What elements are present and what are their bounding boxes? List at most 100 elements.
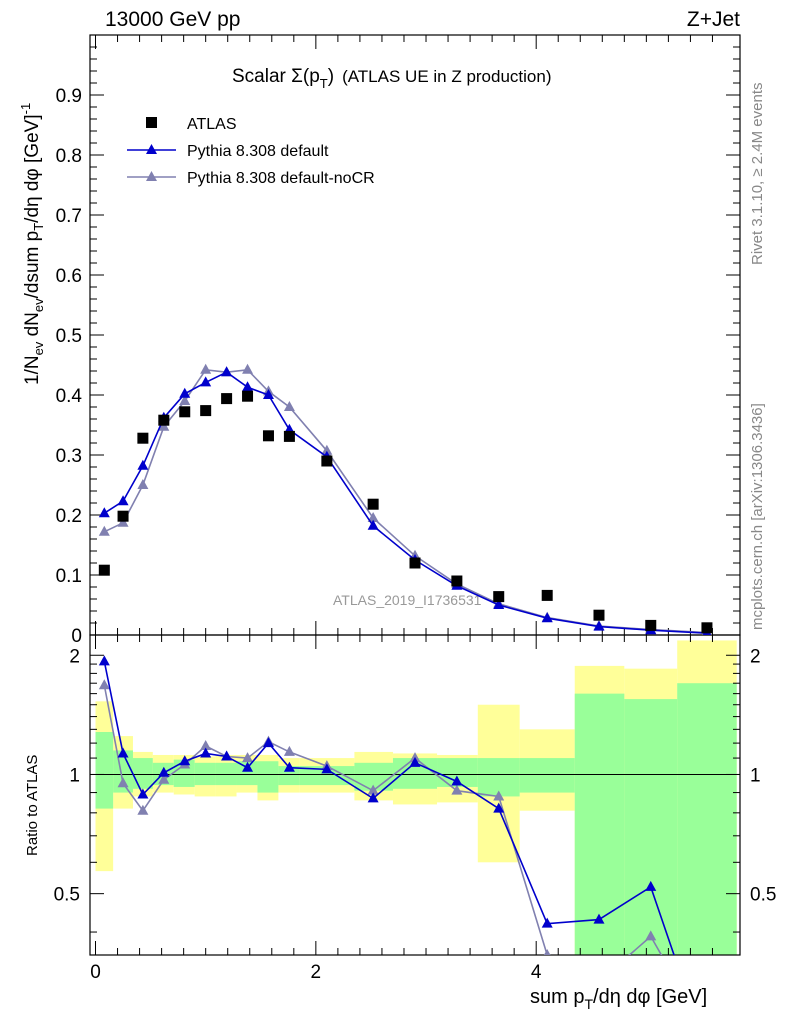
- main-point-default: [117, 495, 129, 506]
- main-y-tick-label: 0.2: [56, 506, 82, 527]
- chart-title-sub: T: [320, 76, 328, 91]
- ratio-point-default: [283, 761, 295, 772]
- ratio-point-nocr: [451, 784, 463, 795]
- ratio-point-nocr: [98, 679, 110, 690]
- ratio-point-default: [593, 913, 605, 924]
- ratio-point-default: [200, 747, 212, 758]
- main-y-tick-label: 0.5: [56, 326, 82, 347]
- ylabel-sup: -1: [18, 103, 33, 115]
- main-y-tick-label: 0.9: [56, 86, 82, 107]
- green-band-bin: [95, 732, 114, 809]
- legend-label-atlas: ATLAS: [187, 116, 237, 133]
- main-point-default: [493, 599, 505, 609]
- main-y-tick-label: 0.8: [56, 146, 82, 167]
- ylabel-part-3: /dsum p: [22, 231, 43, 299]
- atlas-data-point: [117, 510, 129, 522]
- x-tick-label: 4: [531, 962, 542, 983]
- green-band-bin: [624, 699, 678, 955]
- legend-marker-nocr: [146, 171, 157, 181]
- ratio-point-nocr: [645, 930, 657, 941]
- atlas-data-point: [283, 430, 295, 442]
- analysis-watermark: ATLAS_2019_I1736531: [333, 592, 482, 608]
- main-point-nocr: [158, 420, 170, 431]
- ratio-y-tick-label-right: 2: [750, 646, 761, 667]
- ylabel-sub-3: T: [31, 223, 46, 231]
- ratio-point-default: [221, 750, 233, 761]
- main-point-default: [541, 612, 553, 623]
- legend-marker-default: [146, 144, 157, 154]
- atlas-data-point: [179, 406, 191, 418]
- main-y-tick-label: 0: [71, 626, 82, 647]
- xlabel-sub: T: [584, 996, 593, 1012]
- atlas-data-point: [321, 455, 333, 467]
- green-band-bin: [477, 758, 520, 797]
- side-rivet-label: Rivet 3.1.10, ≥ 2.4M events: [749, 83, 766, 266]
- ratio-point-default: [117, 747, 129, 758]
- atlas-data-point: [200, 405, 212, 417]
- ratio-uncertainty-bands: [95, 640, 737, 955]
- green-band-bin: [574, 693, 625, 955]
- main-point-default: [137, 459, 149, 470]
- atlas-data-point: [367, 498, 379, 510]
- ratio-point-nocr: [200, 739, 212, 750]
- main-y-tick-label: 0.1: [56, 566, 82, 587]
- atlas-data-point: [593, 609, 605, 621]
- ylabel-part-2: dN: [22, 312, 43, 342]
- chart-title-main: Scalar Σ(p: [232, 66, 320, 87]
- atlas-data-point: [221, 393, 233, 405]
- side-mcplots-label: mcplots.cern.ch [arXiv:1306.3436]: [749, 403, 766, 630]
- header-beam-label: 13000 GeV pp: [105, 8, 240, 31]
- atlas-data-point: [262, 430, 274, 442]
- ratio-point-default: [179, 755, 191, 766]
- green-band-bin: [236, 761, 258, 786]
- ratio-point-default: [242, 761, 254, 772]
- legend-label-nocr: Pythia 8.308 default-noCR: [187, 170, 375, 187]
- ratio-y-axis-label: Ratio to ATLAS: [24, 755, 41, 856]
- ylabel-part-1: 1/N: [22, 355, 43, 385]
- main-point-default: [242, 381, 254, 392]
- main-point-default: [262, 389, 274, 399]
- chart-title-close: ): [328, 66, 334, 87]
- main-point-nocr: [200, 363, 212, 374]
- atlas-data-point: [98, 564, 110, 576]
- ratio-point-default: [98, 655, 110, 666]
- atlas-data-point: [645, 619, 657, 631]
- atlas-data-point: [158, 414, 170, 426]
- ratio-series-layer: [98, 655, 675, 955]
- ratio-point-nocr: [242, 752, 254, 763]
- main-point-nocr: [367, 512, 379, 522]
- atlas-data-point: [137, 432, 149, 444]
- ratio-point-default: [541, 917, 553, 928]
- ylabel-sub-2: ev: [31, 298, 46, 312]
- xlabel-part-1: sum p: [530, 986, 584, 1008]
- ratio-y-tick-label: 2: [69, 646, 80, 667]
- ratio-plot-frame: [89, 634, 741, 956]
- chart-title-rest: (ATLAS UE in Z production): [342, 67, 551, 86]
- green-band-bin: [299, 766, 355, 786]
- legend-marker-atlas: [146, 117, 157, 128]
- atlas-data-point: [451, 575, 463, 587]
- ratio-point-default: [409, 756, 421, 767]
- ratio-point-nocr: [543, 949, 551, 955]
- xlabel-part-2: /dη dφ [GeV]: [593, 986, 707, 1008]
- x-tick-label: 2: [311, 962, 322, 983]
- main-point-nocr: [137, 479, 149, 489]
- ratio-point-default: [367, 792, 379, 803]
- main-point-default: [367, 519, 379, 530]
- main-y-tick-label: 0.4: [56, 386, 83, 407]
- main-point-nocr: [283, 401, 295, 411]
- x-axis-label: sum pT/dη dφ [GeV]: [530, 986, 707, 1012]
- main-series-layer: [98, 363, 713, 635]
- ratio-point-default: [493, 802, 505, 813]
- ratio-y-tick-label-right: 0.5: [750, 885, 776, 906]
- chart-title: Scalar Σ(pT) (ATLAS UE in Z production): [232, 66, 552, 91]
- ylabel-part-4: /dη dφ [GeV]: [22, 114, 43, 222]
- main-point-default: [98, 507, 110, 518]
- ratio-point-nocr: [158, 773, 170, 784]
- ratio-point-default: [321, 763, 333, 774]
- green-band-bin: [173, 759, 195, 787]
- main-point-default: [221, 366, 233, 377]
- ratio-y-tick-label: 0.5: [54, 885, 80, 906]
- atlas-data-point: [493, 591, 505, 603]
